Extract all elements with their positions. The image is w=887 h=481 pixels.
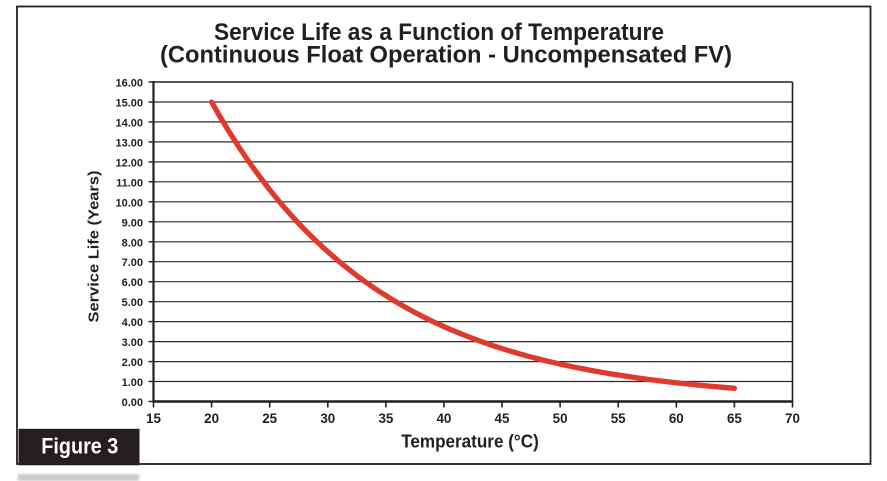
svg-text:Figure 3: Figure 3: [41, 433, 118, 458]
svg-text:13.00: 13.00: [115, 137, 143, 149]
svg-text:50: 50: [553, 411, 568, 426]
svg-text:12.00: 12.00: [115, 157, 143, 169]
svg-text:(Continuous Float Operation -: (Continuous Float Operation - Uncompensa…: [160, 42, 732, 69]
svg-text:45: 45: [495, 411, 510, 426]
svg-text:16.00: 16.00: [115, 78, 143, 90]
svg-text:30: 30: [320, 411, 335, 426]
svg-text:70: 70: [785, 411, 800, 426]
svg-text:2.00: 2.00: [122, 357, 143, 369]
svg-text:Service Life (Years): Service Life (Years): [87, 170, 103, 322]
svg-text:5.00: 5.00: [122, 297, 143, 309]
svg-text:40: 40: [436, 411, 451, 426]
svg-text:60: 60: [669, 411, 684, 426]
svg-text:7.00: 7.00: [122, 257, 143, 269]
svg-text:8.00: 8.00: [122, 237, 143, 249]
svg-text:Temperature (°C): Temperature (°C): [401, 431, 539, 452]
svg-text:15.00: 15.00: [115, 98, 143, 110]
svg-text:1.00: 1.00: [122, 377, 143, 389]
svg-text:Service Life as a Function of: Service Life as a Function of Temperatur…: [214, 19, 664, 46]
svg-text:25: 25: [262, 411, 277, 426]
svg-text:14.00: 14.00: [115, 117, 143, 129]
svg-text:15: 15: [146, 411, 161, 426]
svg-text:10.00: 10.00: [115, 197, 143, 209]
svg-text:11.00: 11.00: [116, 177, 143, 189]
svg-text:65: 65: [727, 411, 742, 426]
svg-text:0.00: 0.00: [122, 397, 143, 409]
svg-text:55: 55: [611, 411, 626, 426]
svg-text:20: 20: [204, 411, 219, 426]
svg-text:35: 35: [378, 411, 393, 426]
svg-text:3.00: 3.00: [122, 337, 143, 349]
svg-text:4.00: 4.00: [122, 317, 143, 329]
svg-text:6.00: 6.00: [122, 277, 143, 289]
svg-text:9.00: 9.00: [122, 217, 143, 229]
